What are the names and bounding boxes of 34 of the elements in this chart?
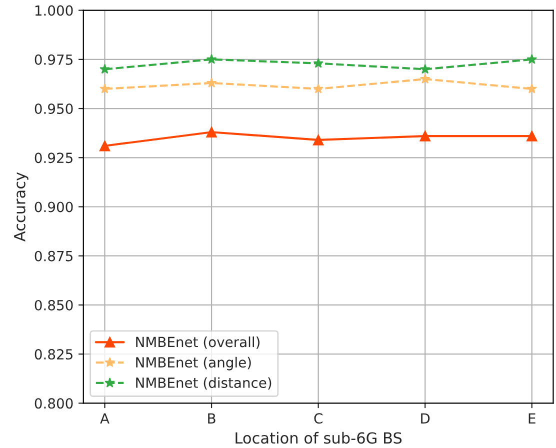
point xyxy=(420,130,430,142)
point xyxy=(526,54,538,64)
point xyxy=(100,84,110,94)
x-tick-label: D xyxy=(421,413,430,424)
point xyxy=(312,134,324,146)
point xyxy=(526,84,538,94)
point xyxy=(206,126,217,138)
legend-label: NMBEnet (overall) xyxy=(136,336,260,349)
y-tick-label: 0.925 xyxy=(34,152,72,164)
y-tick-label: 0.800 xyxy=(34,398,73,409)
y-tick-label: 0.825 xyxy=(34,349,72,360)
y-tick-label: 0.950 xyxy=(34,103,73,114)
legend-label: NMBEnet (angle) xyxy=(136,356,251,370)
x-tick-label: A xyxy=(100,413,110,424)
x-axis-title: Location of sub-6G BS xyxy=(236,432,402,444)
point xyxy=(420,64,430,74)
y-tick-label: 0.975 xyxy=(34,54,72,65)
y-tick-label: 0.900 xyxy=(34,202,73,212)
x-tick-label: C xyxy=(314,413,322,424)
y-tick-label: 0.850 xyxy=(34,300,73,310)
y-axis-title: Accuracy xyxy=(14,172,28,242)
x-tick-label: E xyxy=(528,413,536,424)
point xyxy=(100,64,110,74)
y-tick-label: 1.000 xyxy=(35,5,73,16)
y-tick-label: 0.875 xyxy=(34,250,72,262)
point xyxy=(313,84,324,94)
point xyxy=(206,78,217,88)
legend-label: NMBEnet (distance) xyxy=(136,377,272,390)
point xyxy=(420,74,430,84)
x-tick-label: B xyxy=(208,413,216,424)
point xyxy=(206,54,217,64)
point xyxy=(313,58,324,68)
point xyxy=(526,130,538,142)
point xyxy=(99,140,110,152)
